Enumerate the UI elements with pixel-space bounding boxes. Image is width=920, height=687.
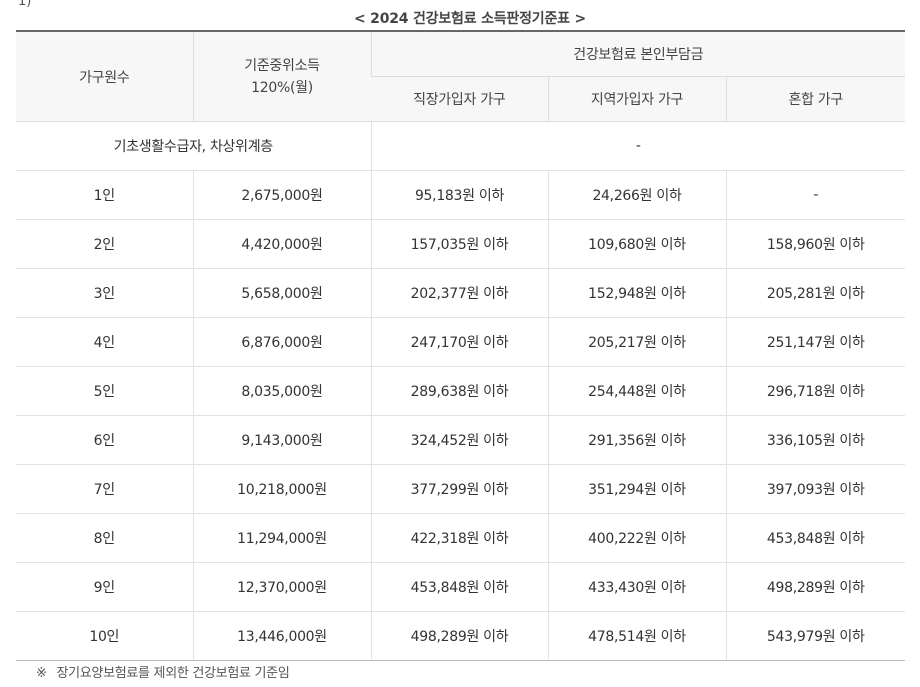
cell-income: 13,446,000원 bbox=[192, 611, 371, 661]
special-row-label: 기초생활수급자, 차상위계층 bbox=[16, 121, 371, 171]
table-caption: < 2024 건강보험료 소득판정기준표 > bbox=[353, 11, 587, 27]
cell-employee: 202,377원 이하 bbox=[370, 268, 548, 318]
table-row: 1인 2,675,000원 95,183원 이하 24,266원 이하 - bbox=[16, 170, 905, 220]
header-household: 가구원수 bbox=[16, 30, 193, 122]
income-criteria-table: 가구원수 기준중위소득 120%(월) 건강보험료 본인부담금 직장가입자 가구… bbox=[16, 30, 905, 661]
footnote: ※ 장기요양보험료를 제외한 건강보험료 기준임 bbox=[36, 662, 290, 681]
cell-income: 6,876,000원 bbox=[192, 317, 371, 367]
cell-employee: 289,638원 이하 bbox=[370, 366, 548, 416]
cell-household: 8인 bbox=[16, 513, 193, 563]
header-row-1: 가구원수 기준중위소득 120%(월) 건강보험료 본인부담금 bbox=[16, 30, 905, 122]
special-row: 기초생활수급자, 차상위계층 - bbox=[16, 121, 905, 171]
cell-income: 5,658,000원 bbox=[192, 268, 371, 318]
cell-mixed: 205,281원 이하 bbox=[725, 268, 905, 318]
cell-household: 6인 bbox=[16, 415, 193, 465]
cell-mixed: 498,289원 이하 bbox=[725, 562, 905, 612]
cell-mixed: 251,147원 이하 bbox=[725, 317, 905, 367]
cell-household: 9인 bbox=[16, 562, 193, 612]
cell-household: 1인 bbox=[16, 170, 193, 220]
cell-regional: 24,266원 이하 bbox=[547, 170, 726, 220]
cell-employee: 422,318원 이하 bbox=[370, 513, 548, 563]
cell-income: 4,420,000원 bbox=[192, 219, 371, 269]
cell-income: 12,370,000원 bbox=[192, 562, 371, 612]
header-median-income-line1: 기준중위소득 bbox=[244, 57, 320, 74]
cell-mixed: 453,848원 이하 bbox=[725, 513, 905, 563]
cell-household: 4인 bbox=[16, 317, 193, 367]
header-row-2: 직장가입자 가구 지역가입자 가구 혼합 가구 bbox=[16, 76, 905, 122]
table-row: 10인 13,446,000원 498,289원 이하 478,514원 이하 543,… bbox=[16, 611, 905, 661]
cell-regional: 291,356원 이하 bbox=[547, 415, 726, 465]
cell-household: 3인 bbox=[16, 268, 193, 318]
cell-household: 2인 bbox=[16, 219, 193, 269]
cell-regional: 478,514원 이하 bbox=[547, 611, 726, 661]
special-row-value: - bbox=[370, 121, 905, 171]
cell-household: 10인 bbox=[16, 611, 193, 661]
cell-employee: 377,299원 이하 bbox=[370, 464, 548, 514]
table-row: 3인 5,658,000원 202,377원 이하 152,948원 이하 205,28… bbox=[16, 268, 905, 318]
cell-regional: 400,222원 이하 bbox=[547, 513, 726, 563]
table-row: 7인 10,218,000원 377,299원 이하 351,294원 이하 397,0… bbox=[16, 464, 905, 514]
previous-section-fragment: 1) bbox=[18, 0, 32, 9]
cell-employee: 247,170원 이하 bbox=[370, 317, 548, 367]
cell-regional: 351,294원 이하 bbox=[547, 464, 726, 514]
cell-income: 9,143,000원 bbox=[192, 415, 371, 465]
table-body: 기초생활수급자, 차상위계층 - 1인 2,675,000원 95,183원 이하 2… bbox=[16, 121, 905, 661]
cell-income: 2,675,000원 bbox=[192, 170, 371, 220]
cell-regional: 433,430원 이하 bbox=[547, 562, 726, 612]
header-median-income-line2: 120%(월) bbox=[251, 79, 313, 96]
cell-regional: 254,448원 이하 bbox=[547, 366, 726, 416]
cell-regional: 109,680원 이하 bbox=[547, 219, 726, 269]
table-row: 2인 4,420,000원 157,035원 이하 109,680원 이하 158,96… bbox=[16, 219, 905, 269]
cell-employee: 498,289원 이하 bbox=[370, 611, 548, 661]
cell-employee: 453,848원 이하 bbox=[370, 562, 548, 612]
table-row: 5인 8,035,000원 289,638원 이하 254,448원 이하 296,71… bbox=[16, 366, 905, 416]
header-mixed: 혼합 가구 bbox=[725, 76, 905, 122]
cell-income: 8,035,000원 bbox=[192, 366, 371, 416]
cell-regional: 205,217원 이하 bbox=[547, 317, 726, 367]
cell-household: 5인 bbox=[16, 366, 193, 416]
header-regional: 지역가입자 가구 bbox=[547, 76, 726, 122]
cell-household: 7인 bbox=[16, 464, 193, 514]
footnote-mark: ※ bbox=[36, 666, 47, 681]
cell-employee: 95,183원 이하 bbox=[370, 170, 548, 220]
cell-mixed: 336,105원 이하 bbox=[725, 415, 905, 465]
table-header: 가구원수 기준중위소득 120%(월) 건강보험료 본인부담금 직장가입자 가구… bbox=[16, 30, 905, 122]
table-row: 4인 6,876,000원 247,170원 이하 205,217원 이하 251,14… bbox=[16, 317, 905, 367]
cell-employee: 324,452원 이하 bbox=[370, 415, 548, 465]
cell-mixed: 543,979원 이하 bbox=[725, 611, 905, 661]
cell-income: 10,218,000원 bbox=[192, 464, 371, 514]
header-premium-group: 건강보험료 본인부담금 bbox=[370, 30, 905, 77]
cell-mixed: 158,960원 이하 bbox=[725, 219, 905, 269]
table-row: 9인 12,370,000원 453,848원 이하 433,430원 이하 498,2… bbox=[16, 562, 905, 612]
cell-employee: 157,035원 이하 bbox=[370, 219, 548, 269]
header-median-income: 기준중위소득 120%(월) bbox=[192, 30, 371, 122]
footnote-text: 장기요양보험료를 제외한 건강보험료 기준임 bbox=[56, 666, 290, 681]
cell-mixed: 397,093원 이하 bbox=[725, 464, 905, 514]
cell-mixed: 296,718원 이하 bbox=[725, 366, 905, 416]
header-employee: 직장가입자 가구 bbox=[371, 76, 548, 122]
table-row: 6인 9,143,000원 324,452원 이하 291,356원 이하 336,10… bbox=[16, 415, 905, 465]
cell-mixed: - bbox=[725, 170, 905, 220]
cell-income: 11,294,000원 bbox=[192, 513, 371, 563]
table-row: 8인 11,294,000원 422,318원 이하 400,222원 이하 453,8… bbox=[16, 513, 905, 563]
cell-regional: 152,948원 이하 bbox=[547, 268, 726, 318]
